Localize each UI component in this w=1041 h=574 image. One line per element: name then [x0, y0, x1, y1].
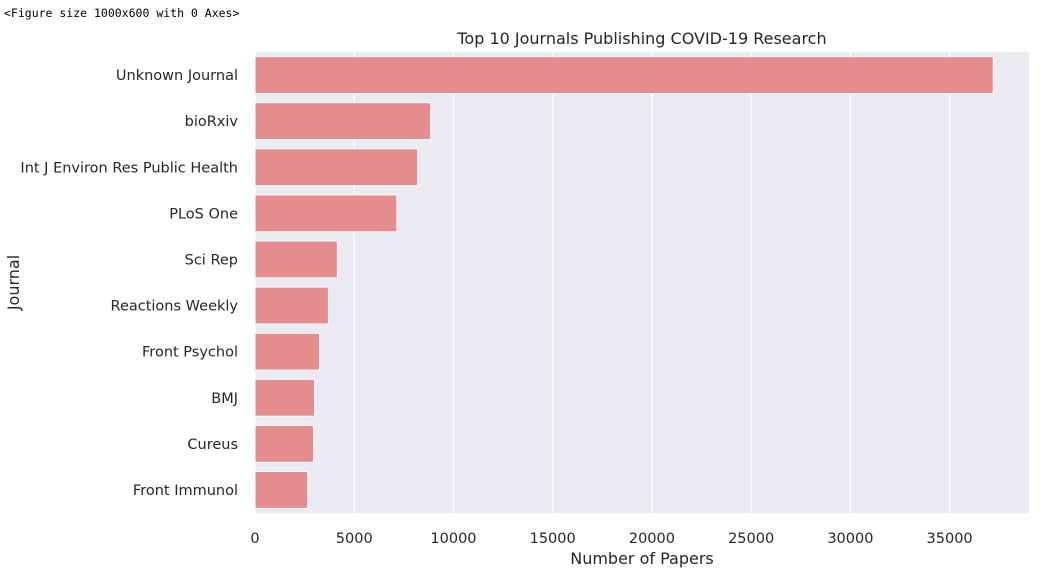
- bar: [254, 56, 994, 94]
- bar: [254, 240, 338, 279]
- console-output-text: <Figure size 1000x600 with 0 Axes>: [4, 6, 240, 20]
- y-axis-label: Journal: [4, 255, 23, 311]
- x-tick-label: 25000: [728, 531, 774, 547]
- bars: [254, 56, 994, 509]
- x-tick-labels: 0 5000 10000 15000 20000 25000 30000 35000: [250, 531, 972, 547]
- y-tick-label: Sci Rep: [185, 252, 238, 268]
- bar: [254, 471, 309, 509]
- x-axis-label: Number of Papers: [570, 549, 714, 568]
- x-tick-label: 15000: [530, 531, 576, 547]
- x-tick-label: 0: [250, 531, 259, 547]
- x-tick-label: 30000: [827, 531, 873, 547]
- y-tick-label: Cureus: [187, 437, 238, 453]
- bar: [254, 378, 316, 417]
- bar: [254, 102, 432, 141]
- bar: [254, 286, 329, 325]
- y-tick-label: Reactions Weekly: [111, 299, 239, 315]
- chart-title: Top 10 Journals Publishing COVID-19 Rese…: [456, 29, 826, 48]
- y-tick-label: BMJ: [211, 391, 238, 407]
- bar: [254, 332, 320, 371]
- y-tick-label: Front Immunol: [133, 483, 238, 499]
- y-tick-label: Front Psychol: [142, 345, 238, 361]
- y-tick-label: bioRxiv: [185, 114, 239, 130]
- y-tick-label: Unknown Journal: [116, 68, 238, 84]
- x-tick-label: 10000: [430, 531, 476, 547]
- bar: [254, 148, 419, 187]
- x-tick-label: 35000: [927, 531, 973, 547]
- x-tick-label: 5000: [336, 531, 373, 547]
- y-tick-labels: Unknown Journal bioRxiv Int J Environ Res …: [20, 68, 238, 499]
- y-tick-label: PLoS One: [169, 206, 238, 222]
- bar: [254, 424, 315, 463]
- y-tick-label: Int J Environ Res Public Health: [20, 160, 238, 176]
- bar: [254, 194, 398, 233]
- x-tick-label: 20000: [629, 531, 675, 547]
